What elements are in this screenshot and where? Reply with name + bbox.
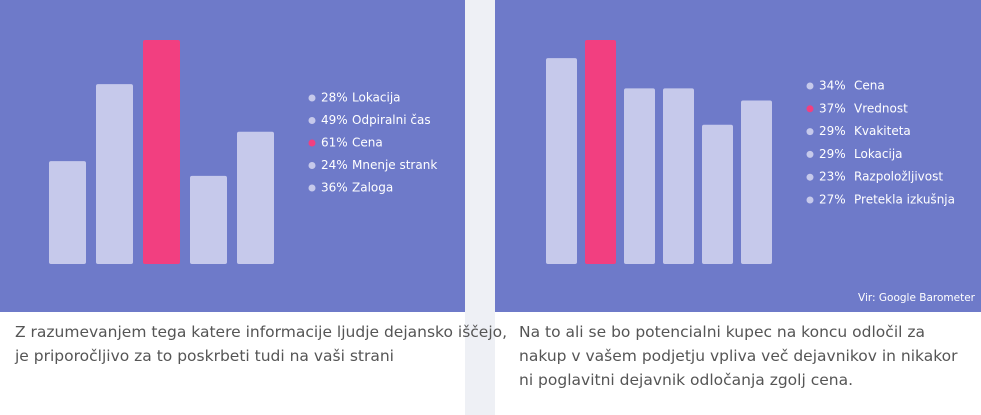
bar xyxy=(143,40,180,264)
source: Vir: Google Barometer xyxy=(858,292,976,304)
legend-value: 49% xyxy=(321,113,348,127)
bar xyxy=(741,100,772,264)
legend-value: 29% xyxy=(819,124,846,138)
legend-dot xyxy=(806,150,814,158)
legend-dot xyxy=(308,162,316,169)
legend-label: Pretekla izkušnja xyxy=(854,193,955,207)
legend-dot xyxy=(308,94,316,102)
legend-label: Vrednost xyxy=(854,101,908,115)
legend-label: Cena xyxy=(854,79,885,93)
legend-dot xyxy=(308,117,316,124)
legend-value: 37% xyxy=(819,101,846,115)
legend-value: 34% xyxy=(819,79,846,93)
bar xyxy=(702,124,733,264)
caption: Na to ali se bo potencialni kupec na kon… xyxy=(519,323,958,389)
caption: Z razumevanjem tega katere informacije l… xyxy=(14,323,507,365)
bar xyxy=(237,131,274,264)
bar xyxy=(96,84,133,264)
bar xyxy=(190,175,227,264)
legend-value: 36% xyxy=(321,181,348,195)
legend-value: 61% xyxy=(321,136,348,150)
panel xyxy=(0,0,465,312)
legend-label: Zaloga xyxy=(352,181,393,195)
bar xyxy=(663,88,694,264)
legend-label: Razpoložljivost xyxy=(854,170,943,184)
legend-label: Cena xyxy=(352,136,383,150)
legend-dot xyxy=(308,139,316,147)
legend-label: Lokacija xyxy=(854,147,903,161)
legend-label: Mnenje strank xyxy=(352,158,437,172)
legend-dot xyxy=(806,128,814,136)
legend-value: 28% xyxy=(321,91,348,105)
legend-dot xyxy=(806,82,814,90)
legend-value: 27% xyxy=(819,193,846,207)
legend-value: 24% xyxy=(321,158,348,172)
gap xyxy=(465,0,495,415)
legend-dot xyxy=(806,105,814,113)
legend-label: Lokacija xyxy=(352,91,401,105)
legend-dot xyxy=(308,184,316,192)
legend-value: 23% xyxy=(819,170,846,184)
bar xyxy=(49,161,86,264)
legend-label: Odpiralni čas xyxy=(352,113,431,127)
legend-dot xyxy=(806,173,814,181)
bar xyxy=(585,40,616,264)
bar xyxy=(624,88,655,264)
bar xyxy=(546,58,577,264)
legend-dot xyxy=(806,196,814,204)
legend-value: 29% xyxy=(819,147,846,161)
legend-label: Kvakiteta xyxy=(854,124,911,138)
